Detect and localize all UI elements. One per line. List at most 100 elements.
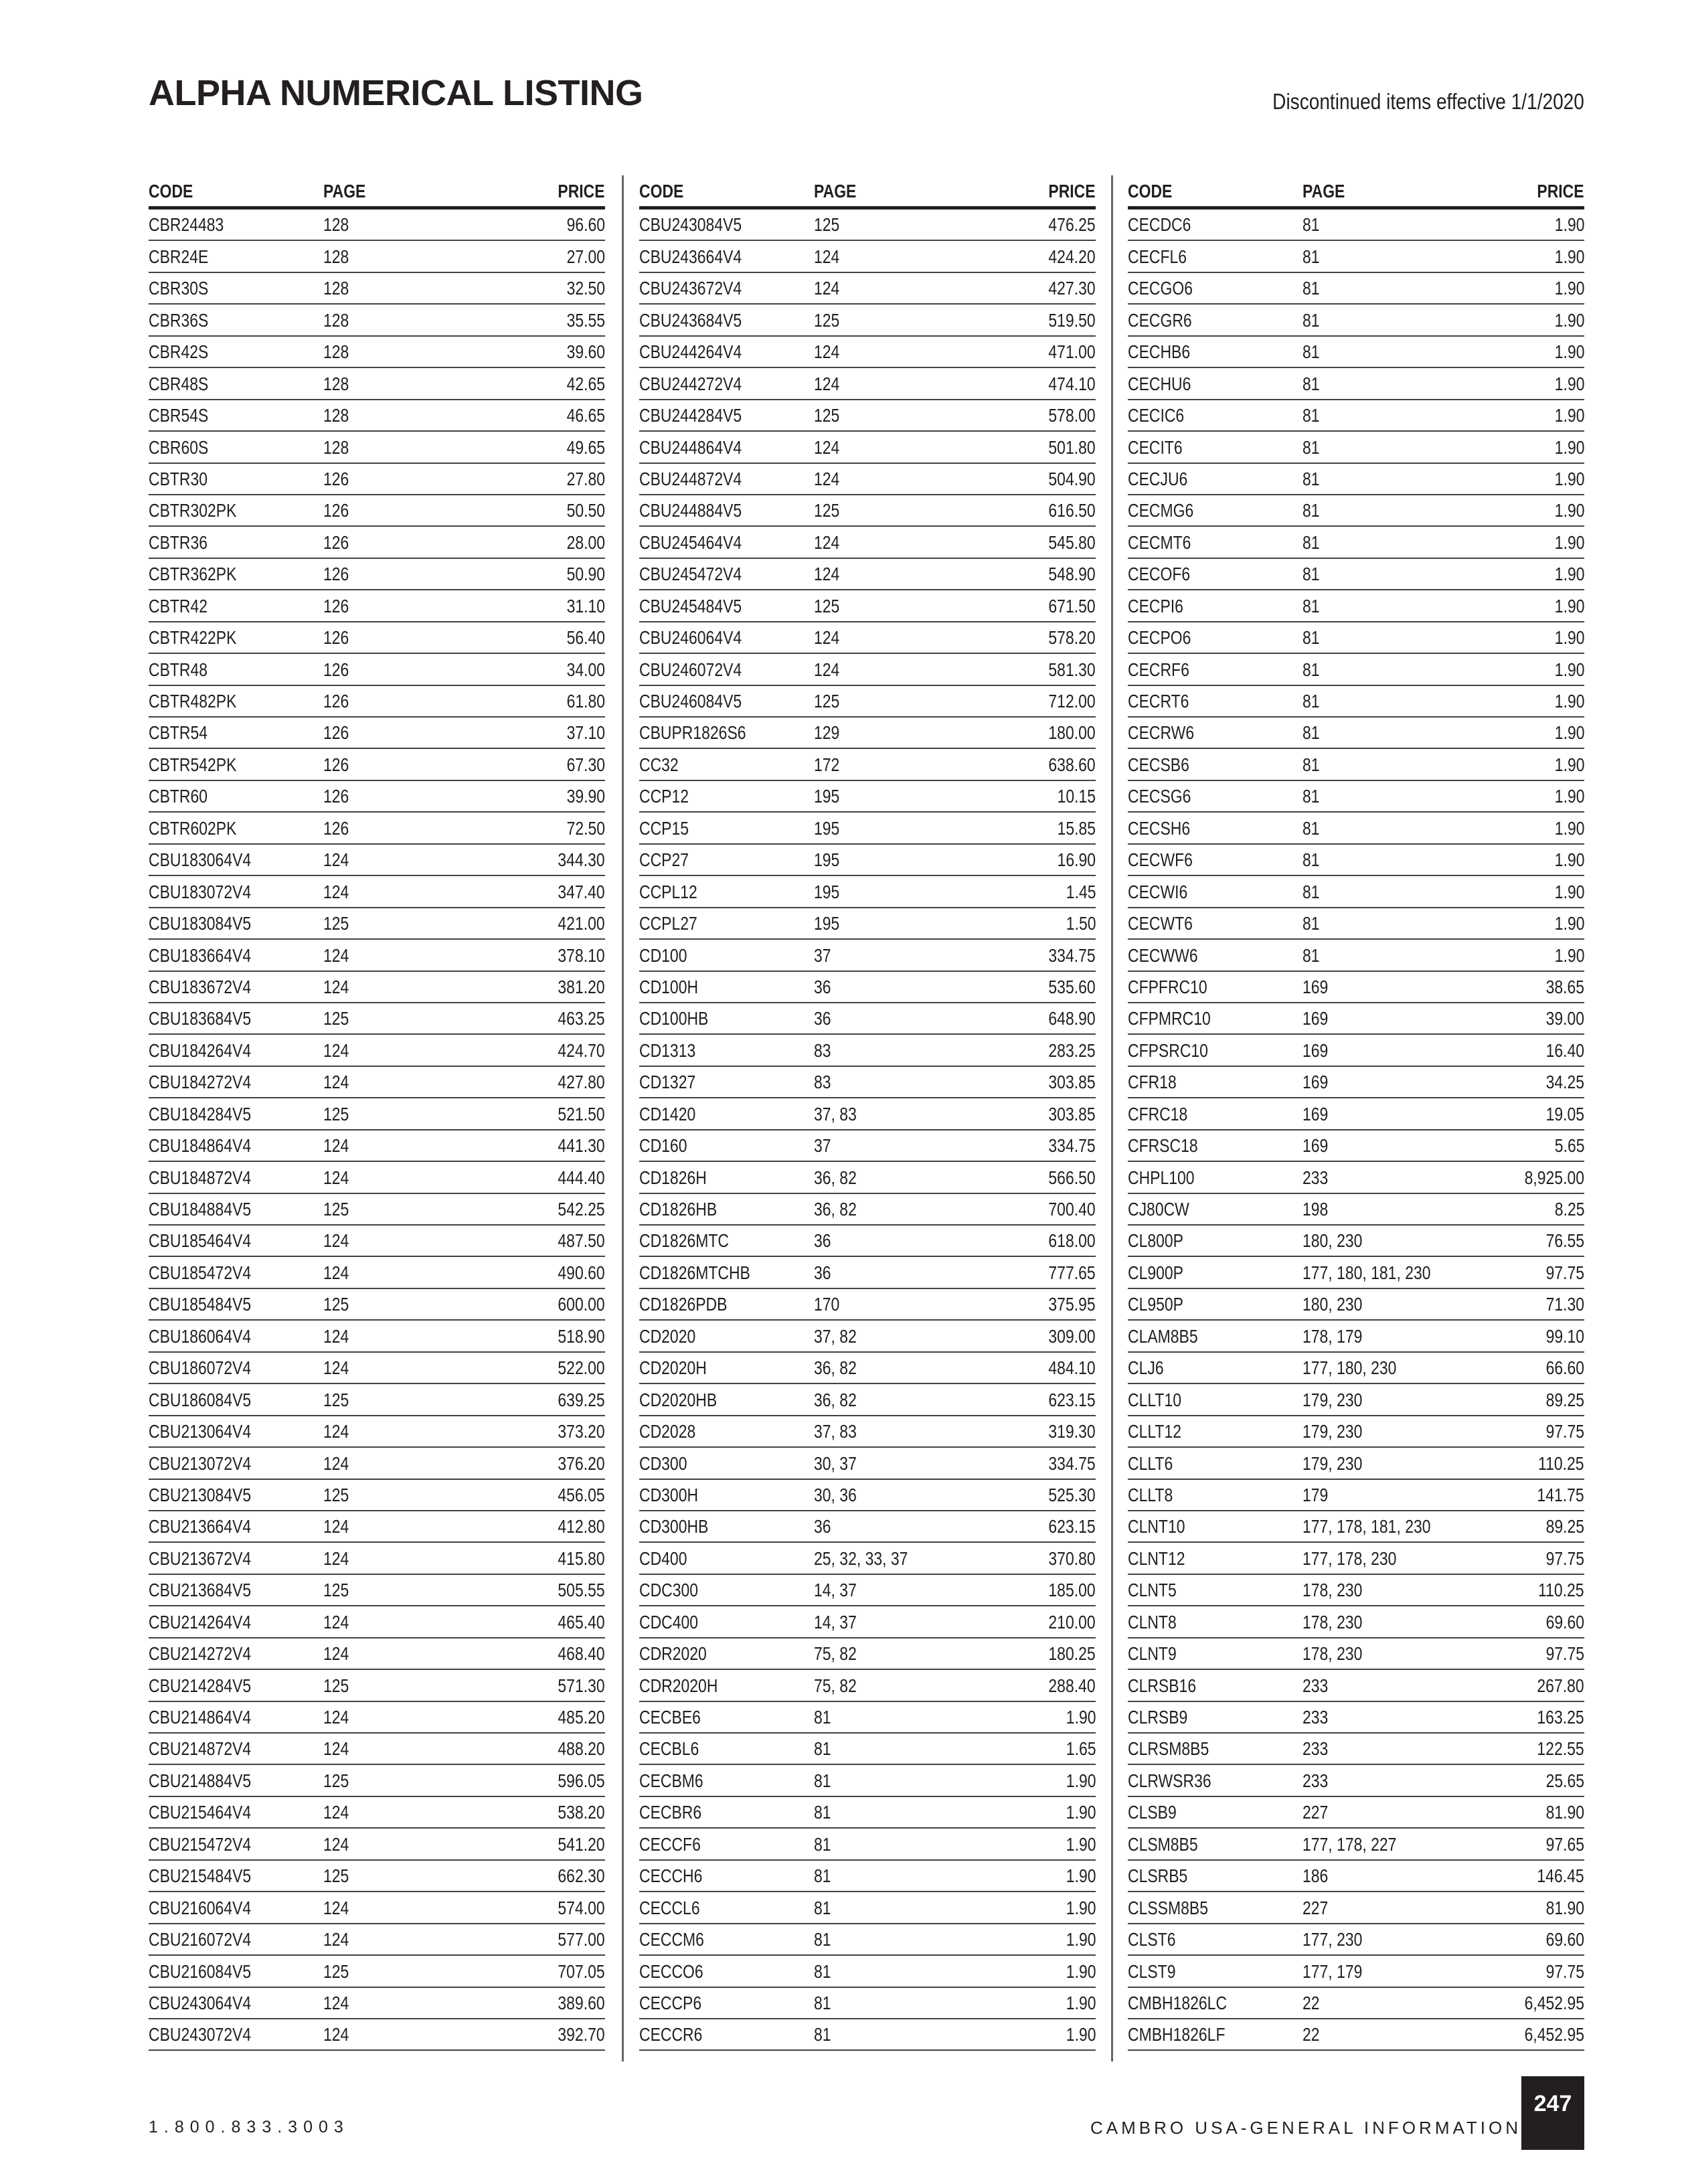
item-code: CBTR42 <box>149 595 208 616</box>
item-code: CD1826H <box>639 1167 707 1188</box>
item-price: 421.00 <box>558 913 605 934</box>
item-page: 126 <box>323 468 349 489</box>
item-price: 1.90 <box>1554 309 1584 331</box>
table-header: CODE PAGE PRICE <box>639 175 1096 209</box>
table-row: CLLT12 179, 230 97.75 <box>1128 1416 1584 1448</box>
table-row: CD1826PDB 170 375.95 <box>639 1289 1096 1321</box>
item-page: 126 <box>323 786 349 807</box>
item-code: CBU244284V5 <box>639 405 742 426</box>
table-row: CECRT6 81 1.90 <box>1128 686 1584 718</box>
item-code: CBU214872V4 <box>149 1738 252 1760</box>
item-code: CECSB6 <box>1128 754 1189 775</box>
item-page: 83 <box>814 1039 831 1061</box>
item-price: 97.75 <box>1545 1643 1584 1665</box>
item-code: CD1327 <box>639 1072 696 1093</box>
item-price: 6,452.95 <box>1524 2024 1584 2045</box>
table-row: CECCM6 81 1.90 <box>639 1924 1096 1956</box>
item-page: 81 <box>1302 278 1320 299</box>
item-price: 412.80 <box>558 1516 605 1537</box>
item-code: CBU244864V4 <box>639 436 742 458</box>
item-page: 81 <box>1302 786 1320 807</box>
item-price: 39.60 <box>566 341 605 363</box>
item-code: CECCO6 <box>639 1960 703 1982</box>
item-page: 125 <box>323 1199 349 1220</box>
table-row: CLSM8B5 177, 178, 227 97.65 <box>1128 1829 1584 1861</box>
item-code: CBU246084V5 <box>639 691 742 711</box>
item-code: CBTR362PK <box>149 564 237 585</box>
item-page: 81 <box>814 1897 831 1918</box>
item-page: 37 <box>814 1135 831 1157</box>
item-price: 35.55 <box>566 309 605 331</box>
table-row: CBU213064V4 124 373.20 <box>149 1416 605 1448</box>
item-price: 1.90 <box>1066 1802 1096 1823</box>
item-code: CD1420 <box>639 1103 696 1124</box>
item-price: 1.90 <box>1066 2024 1096 2045</box>
table-row: CLJ6 177, 180, 230 66.60 <box>1128 1353 1584 1385</box>
table-row: CBR54S 128 46.65 <box>149 400 605 432</box>
item-page: 169 <box>1302 1072 1329 1093</box>
item-price: 1.65 <box>1066 1738 1096 1760</box>
header-code: CODE <box>1128 181 1173 201</box>
item-page: 81 <box>1302 436 1320 458</box>
item-page: 169 <box>1302 1135 1329 1157</box>
item-price: 578.00 <box>1048 405 1096 426</box>
item-price: 97.75 <box>1545 1960 1584 1982</box>
table-row: CDC400 14, 37 210.00 <box>639 1606 1096 1639</box>
table-row: CLRSB16 233 267.80 <box>1128 1670 1584 1702</box>
header-price: PRICE <box>558 181 605 201</box>
item-price: 309.00 <box>1048 1325 1096 1347</box>
item-code: CBU183072V4 <box>149 881 252 902</box>
item-price: 623.15 <box>1048 1389 1096 1410</box>
item-price: 427.80 <box>558 1072 605 1093</box>
table-row: CD160 37 334.75 <box>639 1130 1096 1163</box>
item-code: CBTR54 <box>149 722 208 744</box>
item-price: 1.90 <box>1554 564 1584 585</box>
item-page: 177, 180, 181, 230 <box>1302 1262 1431 1283</box>
item-code: CD300H <box>639 1484 699 1505</box>
table-row: CBTR48 126 34.00 <box>149 654 605 686</box>
table-row: CECCL6 81 1.90 <box>639 1892 1096 1924</box>
item-code: CBU183084V5 <box>149 913 252 934</box>
item-page: 124 <box>323 976 349 997</box>
item-price: 8.25 <box>1554 1199 1584 1220</box>
item-code: CBR48S <box>149 373 209 394</box>
item-code: CC32 <box>639 754 679 775</box>
item-page: 125 <box>814 691 840 711</box>
item-page: 128 <box>323 278 349 299</box>
item-page: 124 <box>323 1421 349 1442</box>
table-row: CLLT10 179, 230 89.25 <box>1128 1384 1584 1416</box>
item-code: CBTR30 <box>149 468 208 489</box>
table-row: CECGO6 81 1.90 <box>1128 273 1584 305</box>
item-code: CLST9 <box>1128 1960 1176 1982</box>
table-row: CECDC6 81 1.90 <box>1128 209 1584 242</box>
item-price: 1.90 <box>1066 1897 1096 1918</box>
item-page: 169 <box>1302 1103 1329 1124</box>
item-page: 195 <box>814 817 840 839</box>
item-page: 124 <box>323 1325 349 1347</box>
header-page: PAGE <box>814 181 857 201</box>
item-page: 124 <box>323 1547 349 1569</box>
item-price: 1.90 <box>1554 881 1584 902</box>
item-code: CECGO6 <box>1128 278 1193 299</box>
item-code: CBU243664V4 <box>639 246 742 267</box>
table-row: CBU244264V4 124 471.00 <box>639 337 1096 369</box>
item-code: CECCR6 <box>639 2024 703 2045</box>
item-page: 124 <box>323 1738 349 1760</box>
item-price: 578.20 <box>1048 627 1096 649</box>
item-price: 1.90 <box>1066 1833 1096 1855</box>
item-page: 169 <box>1302 1008 1329 1029</box>
table-row: CBU214872V4 124 488.20 <box>149 1734 605 1766</box>
item-price: 1.90 <box>1066 1960 1096 1982</box>
item-page: 128 <box>323 436 349 458</box>
item-price: 581.30 <box>1048 659 1096 680</box>
table-row: CBTR42 126 31.10 <box>149 590 605 622</box>
item-page: 81 <box>1302 405 1320 426</box>
table-row: CBU183664V4 124 378.10 <box>149 940 605 972</box>
item-price: 538.20 <box>558 1802 605 1823</box>
item-page: 124 <box>323 1833 349 1855</box>
item-code: CD100H <box>639 976 699 997</box>
item-page: 124 <box>814 531 840 553</box>
item-page: 227 <box>1302 1802 1329 1823</box>
item-price: 541.20 <box>558 1833 605 1855</box>
item-code: CCPL27 <box>639 913 697 934</box>
